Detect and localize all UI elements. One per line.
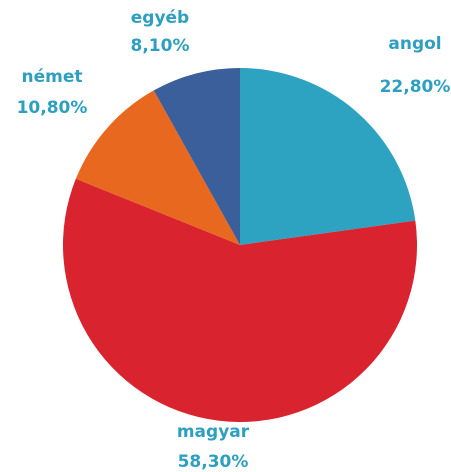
pie-slice — [75, 90, 240, 245]
slice-label-name: egyéb — [131, 8, 189, 28]
pie-slice — [62, 178, 417, 422]
slice-label-name: magyar — [177, 422, 250, 442]
slice-label-value: 10,80% — [17, 98, 88, 118]
slice-label-name: német — [21, 67, 82, 87]
slice-label-value: 8,10% — [131, 36, 190, 56]
slice-label-name: angol — [388, 34, 441, 54]
pie-slice — [153, 68, 240, 245]
pie-slice — [240, 68, 416, 245]
slice-label-value: 22,80% — [380, 77, 451, 97]
slice-label-value: 58,30% — [178, 452, 249, 472]
